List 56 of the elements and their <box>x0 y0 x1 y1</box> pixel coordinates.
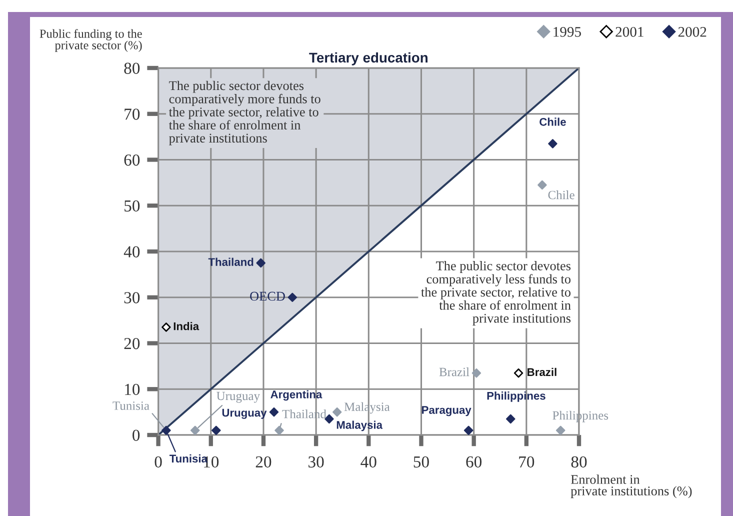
point <box>472 368 482 378</box>
x-tick-label: 70 <box>519 456 534 468</box>
point <box>288 292 298 302</box>
x-tick-label: 40 <box>360 456 376 468</box>
point <box>538 180 547 190</box>
annotation: Thailand <box>208 258 254 266</box>
x-tick-label: 20 <box>256 456 272 468</box>
y-axis-title: Public funding to the private sector (%) <box>40 29 142 52</box>
annotation: Argentina <box>270 390 322 401</box>
annotation: Malaysia <box>336 420 383 432</box>
y-tick-label: 30 <box>124 292 140 304</box>
point <box>514 368 524 378</box>
legend-label: 2002 <box>678 26 706 37</box>
x-tick-label: 80 <box>571 456 587 468</box>
x-tick-label: 30 <box>308 456 324 468</box>
annotation: Brazil <box>528 368 556 376</box>
annotation: Brazil <box>439 367 470 376</box>
x-axis-title: Enrolment in private institutions (%) <box>570 474 692 498</box>
y-tick-label: 70 <box>124 108 140 120</box>
y-tick-label: 10 <box>125 384 140 396</box>
legend-label: 1995 <box>554 27 581 37</box>
y-tick-label: 60 <box>124 154 140 166</box>
point <box>464 426 474 435</box>
point <box>269 407 279 417</box>
point <box>274 426 284 435</box>
annotation: OECD <box>250 292 285 301</box>
point <box>548 139 558 148</box>
annotation: Uruguay <box>216 392 260 403</box>
annotation: Chile <box>540 118 566 126</box>
annotation: India <box>174 322 200 330</box>
annotation: Philippines <box>487 392 546 402</box>
point <box>506 414 516 424</box>
annotation: Paraguay <box>422 406 472 416</box>
annotation: The public sector devotes comparatively more funds to the private sector, relative to the share of enrolment in private institutions <box>168 80 320 146</box>
x-tick-label: 60 <box>466 456 482 468</box>
y-tick-label: 0 <box>132 430 140 441</box>
y-tick-label: 50 <box>124 200 140 212</box>
legend-label: 2001 <box>616 26 644 37</box>
point <box>556 426 566 435</box>
chart-title: Tertiary education <box>309 52 428 66</box>
point <box>190 426 200 435</box>
annotation: Uruguay <box>222 408 267 419</box>
x-tick-label: 0 <box>154 456 162 468</box>
point <box>332 407 342 417</box>
point <box>212 426 221 435</box>
point <box>162 426 171 435</box>
point <box>256 258 266 268</box>
x-tick-label: 50 <box>414 456 429 468</box>
y-tick-label: 40 <box>124 246 140 258</box>
y-tick-label: 80 <box>124 62 140 74</box>
point <box>162 322 171 332</box>
annotation: The public sector devotes comparatively less funds to the private sector, relative to the share of enrolment in private institutions <box>421 261 571 326</box>
annotation: Chile <box>548 190 574 200</box>
point <box>324 414 334 424</box>
y-tick-label: 20 <box>124 338 140 350</box>
annotation: Tunisia <box>112 402 150 410</box>
